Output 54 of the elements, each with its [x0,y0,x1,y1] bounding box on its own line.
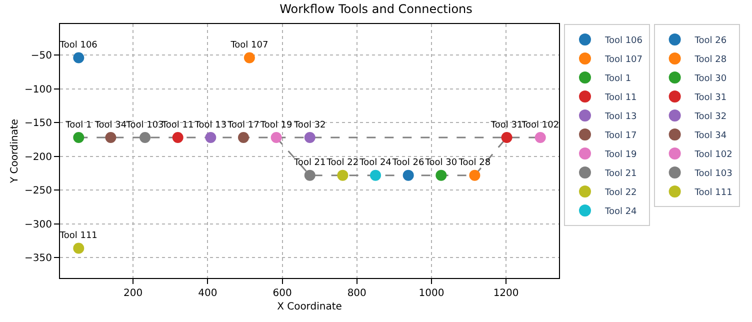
legend-label: Tool 21 [604,169,637,180]
legend-label: Tool 1 [604,74,632,84]
legend-label: Tool 24 [604,207,638,218]
text: Tool 22 [326,158,359,168]
x-tick-label: 600 [272,288,292,299]
text: Tool 19 [260,120,292,130]
chart-title: Workflow Tools and Connections [280,2,472,16]
text: Tool 34 [94,120,127,130]
text: Tool 106 [60,40,98,51]
legend-label: Tool 28 [694,55,727,66]
text: Tool 13 [194,120,227,130]
text: Tool 26 [392,158,424,168]
y-tick-label: −250 [24,186,52,197]
text: Tool 30 [425,158,458,168]
x-tick-label: 200 [124,288,143,299]
legend-label: Tool 22 [604,188,637,198]
text: Tool 107 [230,40,268,51]
text: Tool 17 [228,120,260,130]
legend-label: Tool 111 [694,188,732,198]
x-tick-label: 800 [347,288,366,299]
text: Tool 102 [522,120,560,130]
text: Tool 111 [60,231,98,242]
y-tick-label: −350 [24,253,52,264]
text: Tool 1 [66,120,92,130]
text: Tool 31 [490,120,523,130]
legend-label: Tool 26 [694,36,727,46]
x-tick-label: 400 [198,288,218,299]
y-tick-label: −200 [24,152,52,163]
text: Tool 24 [360,158,392,168]
x-tick-label: 1200 [493,288,519,299]
legend-label: Tool 103 [694,169,732,180]
text: Tool 21 [294,158,326,168]
legend-label: Tool 31 [694,93,727,104]
text: Tool 32 [294,120,326,130]
legend-label: Tool 11 [604,93,637,104]
text: Tool 28 [458,158,491,168]
legend-label: Tool 32 [694,112,727,122]
y-tick-label: −50 [30,50,52,62]
y-tick-label: −300 [24,219,52,230]
x-tick-label: 1000 [418,288,444,299]
legend-label: Tool 19 [604,150,638,160]
x-axis-title: X Coordinate [277,302,342,312]
legend-label: Tool 13 [604,112,637,122]
legend-label: Tool 102 [694,150,732,160]
y-tick-label: −150 [24,118,52,130]
legend-label: Tool 106 [604,36,643,46]
y-tick-label: −100 [24,84,52,96]
legend-label: Tool 107 [604,55,643,66]
legend-label: Tool 34 [694,131,727,142]
text: Tool 103 [126,120,164,130]
legend-label: Tool 30 [694,74,727,84]
y-axis-title: Y Coordinate [10,118,21,184]
legend-label: Tool 17 [604,131,637,142]
text: Tool 11 [162,120,194,130]
